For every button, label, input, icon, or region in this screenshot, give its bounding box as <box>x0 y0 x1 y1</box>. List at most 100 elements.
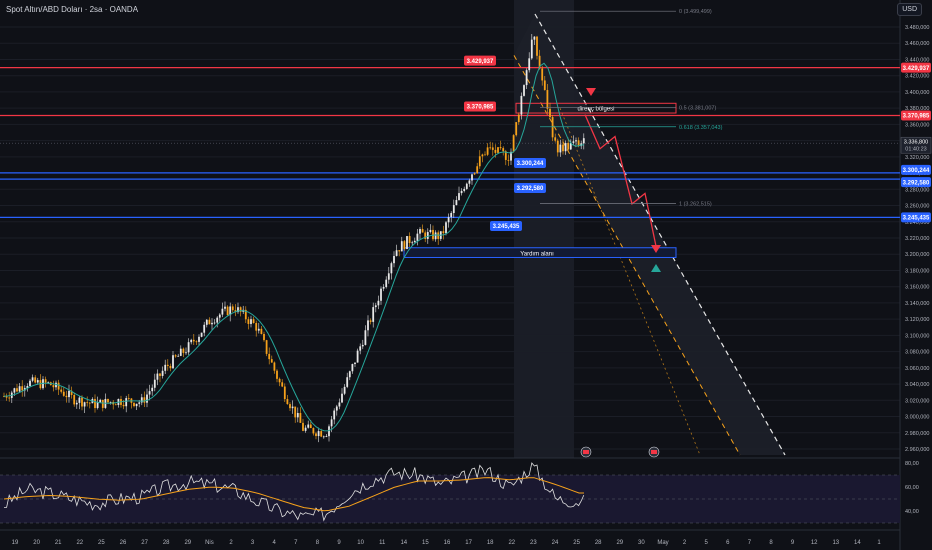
time-label: 6 <box>726 540 730 546</box>
candle-body <box>468 180 471 184</box>
candle-body <box>146 394 148 403</box>
candle-body <box>354 362 356 365</box>
candle-body <box>447 217 450 223</box>
price-label: 3.160,000 <box>905 285 929 291</box>
candle-body <box>455 200 458 206</box>
candle-body <box>263 334 265 341</box>
candle-body <box>169 366 172 369</box>
candle-body <box>208 319 211 325</box>
price-zones: direnç bölgesi Yardım alanı <box>403 102 677 258</box>
candle-body <box>31 377 34 381</box>
time-label: 8 <box>316 540 320 546</box>
time-label: 22 <box>76 540 83 546</box>
candle-body <box>343 386 346 394</box>
candle-body <box>432 229 434 240</box>
candle-body <box>502 148 505 152</box>
candle-body <box>390 263 393 274</box>
symbol-title: Spot Altın/ABD Doları · 2sa · OANDA <box>6 5 139 14</box>
projection-path <box>584 114 657 247</box>
candle-body <box>510 151 512 161</box>
candle-body <box>294 406 297 418</box>
candle-body <box>572 141 575 143</box>
candle-body <box>476 166 479 174</box>
projection-arrowhead <box>651 245 661 253</box>
candle-body <box>226 306 229 316</box>
candle-body <box>81 397 83 407</box>
channel-fill <box>514 14 785 456</box>
candle-body <box>377 300 380 306</box>
candle-body <box>276 370 278 379</box>
channel-mid-line <box>559 108 701 456</box>
candle-body <box>528 58 531 71</box>
price-label: 3.360,000 <box>905 122 929 128</box>
candle-body <box>450 213 453 218</box>
time-label: 29 <box>184 540 191 546</box>
rsi-ma-line <box>3 477 584 512</box>
candle-body <box>549 108 551 118</box>
candle-body <box>325 436 328 437</box>
candle-body <box>99 399 102 403</box>
candle-body <box>317 431 320 437</box>
candle-body <box>369 320 372 322</box>
candle-body <box>333 410 336 420</box>
time-label: 21 <box>55 540 62 546</box>
candle-body <box>231 306 234 311</box>
candle-body <box>530 39 533 59</box>
candle-body <box>445 222 447 234</box>
fib-label: 1 (3.262,515) <box>679 201 712 207</box>
current-price-box <box>900 136 932 154</box>
price-label: 3.420,000 <box>905 74 929 80</box>
time-label: 14 <box>854 540 861 546</box>
time-label: Nis <box>205 540 214 546</box>
candle-body <box>564 143 567 152</box>
time-label: 10 <box>357 540 364 546</box>
event-flag-icon-mark <box>651 450 657 454</box>
candle-body <box>393 255 395 264</box>
candle-body <box>538 55 541 69</box>
axis-support-a: 3.300,244 <box>903 168 930 174</box>
currency-button[interactable]: USD <box>897 3 922 16</box>
time-label: 16 <box>444 540 451 546</box>
countdown-label: 01:40:23 <box>905 147 926 153</box>
support-b-tag: 3.292,580 <box>517 186 544 192</box>
candle-body <box>421 229 424 233</box>
axis-support-b-bg <box>901 177 931 188</box>
time-label: 8 <box>769 540 773 546</box>
candle-body <box>203 324 206 333</box>
projection-arrows <box>580 88 661 458</box>
candle-body <box>491 147 494 150</box>
candle-body <box>174 355 177 357</box>
candle-body <box>489 147 492 149</box>
time-label: 25 <box>98 540 105 546</box>
candle-body <box>237 307 239 313</box>
time-label: 1 <box>877 540 881 546</box>
candle-body <box>247 319 250 324</box>
time-label: 30 <box>638 540 645 546</box>
candle-body <box>57 382 60 390</box>
candle-body <box>458 193 460 201</box>
rsi-label: 40,00 <box>905 509 919 515</box>
price-label: 3.320,000 <box>905 155 929 161</box>
time-label: 20 <box>33 540 40 546</box>
fib-levels: 0 (3.499,499) 0.5 (3.381,007) 0.618 (3.357… <box>540 9 723 207</box>
time-label: 17 <box>465 540 472 546</box>
candle-body <box>195 341 198 343</box>
candle-body <box>255 323 258 331</box>
candle-body <box>562 144 564 152</box>
candle-body <box>133 402 135 407</box>
fib-label: 0.5 (3.381,007) <box>679 105 716 111</box>
candle-body <box>507 159 510 161</box>
candle-body <box>125 398 128 407</box>
candle-body <box>205 319 208 325</box>
candle-body <box>198 336 200 342</box>
candle-body <box>307 424 310 428</box>
candle-body <box>335 406 338 411</box>
time-label: 4 <box>273 540 277 546</box>
candle-body <box>265 340 268 354</box>
candle-body <box>172 355 174 369</box>
candle-body <box>546 90 549 109</box>
candle-body <box>536 36 538 56</box>
candle-body <box>400 241 403 252</box>
price-label: 3.120,000 <box>905 317 929 323</box>
